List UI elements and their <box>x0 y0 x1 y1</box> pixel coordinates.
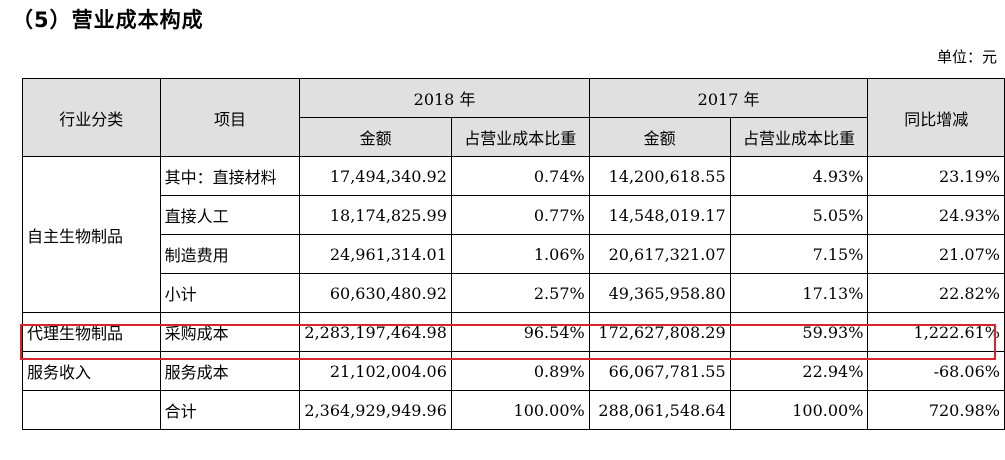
header-year-2018: 2018 年 <box>299 78 590 118</box>
group-agency: 代理生物制品 <box>22 312 161 352</box>
yoy-cell: 720.98% <box>867 390 1005 430</box>
amount-2018-cell: 21,102,004.06 <box>299 351 452 391</box>
amount-2017-cell: 49,365,958.80 <box>588 273 731 313</box>
item-cell: 直接人工 <box>159 195 301 235</box>
amount-2018-cell: 2,364,929,949.96 <box>299 390 452 430</box>
ratio-2017-cell: 4.93% <box>729 156 869 196</box>
ratio-2017-cell: 59.93% <box>729 312 869 352</box>
header-industry: 行业分类 <box>22 78 161 157</box>
table-row: 自主生物制品 其中：直接材料 17,494,340.92 0.74% 14,20… <box>22 156 1005 313</box>
ratio-2017-cell: 22.94% <box>729 351 869 391</box>
amount-2017-cell: 66,067,781.55 <box>588 351 731 391</box>
table-row: 代理生物制品 采购成本 2,283,197,464.98 96.54% 172,… <box>22 312 1005 352</box>
ratio-2017-cell: 100.00% <box>729 390 869 430</box>
item-cell: 服务成本 <box>159 351 301 391</box>
amount-2017-cell: 288,061,548.64 <box>588 390 731 430</box>
item-cell: 制造费用 <box>159 234 301 274</box>
header-row-2: 金额 占营业成本比重 金额 占营业成本比重 <box>23 117 1005 157</box>
ratio-2018-cell: 2.57% <box>450 273 590 313</box>
header-yoy: 同比增减 <box>867 78 1005 157</box>
ratio-2018-cell: 96.54% <box>450 312 590 352</box>
header-year-2017: 2017 年 <box>588 78 869 118</box>
yoy-cell: 21.07% <box>867 234 1005 274</box>
amount-2017-cell: 20,617,321.07 <box>588 234 731 274</box>
ratio-2018-cell: 0.74% <box>450 156 590 196</box>
amount-2018-cell: 24,961,314.01 <box>299 234 452 274</box>
table-row: 直接人工 18,174,825.99 0.77% 14,548,019.17 5… <box>23 195 1005 235</box>
yoy-cell: -68.06% <box>867 351 1005 391</box>
ratio-2017-cell: 17.13% <box>729 273 869 313</box>
amount-2018-cell: 2,283,197,464.98 <box>299 312 452 352</box>
cost-structure-table: 行业分类 项目 2018 年 2017 年 同比增减 金额 占营业成本比重 金额… <box>22 78 1005 430</box>
group-self-produced: 自主生物制品 <box>22 156 161 313</box>
item-cell: 合计 <box>159 390 301 430</box>
ratio-2018-cell: 1.06% <box>450 234 590 274</box>
yoy-cell: 23.19% <box>867 156 1005 196</box>
empty-group-cell <box>22 390 161 430</box>
amount-2018-cell: 17,494,340.92 <box>299 156 452 196</box>
ratio-2017-cell: 5.05% <box>729 195 869 235</box>
table-row-total: 合计 2,364,929,949.96 100.00% 288,061,548.… <box>22 390 1005 430</box>
amount-2018-cell: 18,174,825.99 <box>299 195 452 235</box>
table-row: 小计 60,630,480.92 2.57% 49,365,958.80 17.… <box>23 273 1005 313</box>
ratio-2018-cell: 0.77% <box>450 195 590 235</box>
ratio-2017-cell: 7.15% <box>729 234 869 274</box>
yoy-cell: 24.93% <box>867 195 1005 235</box>
yoy-cell: 1,222.61% <box>867 312 1005 352</box>
group-service: 服务收入 <box>22 351 161 391</box>
header-ratio-2017: 占营业成本比重 <box>729 117 869 157</box>
item-cell: 其中：直接材料 <box>159 156 301 196</box>
item-cell: 采购成本 <box>159 312 301 352</box>
header-amount-2017: 金额 <box>588 117 731 157</box>
header-row-1: 行业分类 项目 2018 年 2017 年 同比增减 <box>22 78 1005 157</box>
header-ratio-2018: 占营业成本比重 <box>450 117 590 157</box>
amount-2017-cell: 14,200,618.55 <box>588 156 731 196</box>
item-cell: 小计 <box>159 273 301 313</box>
amount-2017-cell: 14,548,019.17 <box>588 195 731 235</box>
ratio-2018-cell: 0.89% <box>450 351 590 391</box>
amount-2017-cell: 172,627,808.29 <box>588 312 731 352</box>
table-row: 服务收入 服务成本 21,102,004.06 0.89% 66,067,781… <box>22 351 1005 391</box>
unit-label: 单位：元 <box>936 48 997 66</box>
amount-2018-cell: 60,630,480.92 <box>299 273 452 313</box>
table-row: 制造费用 24,961,314.01 1.06% 20,617,321.07 7… <box>23 234 1005 274</box>
yoy-cell: 22.82% <box>867 273 1005 313</box>
section-heading: （5）营业成本构成 <box>12 8 204 32</box>
header-amount-2018: 金额 <box>299 117 452 157</box>
header-item: 项目 <box>159 78 301 157</box>
ratio-2018-cell: 100.00% <box>450 390 590 430</box>
